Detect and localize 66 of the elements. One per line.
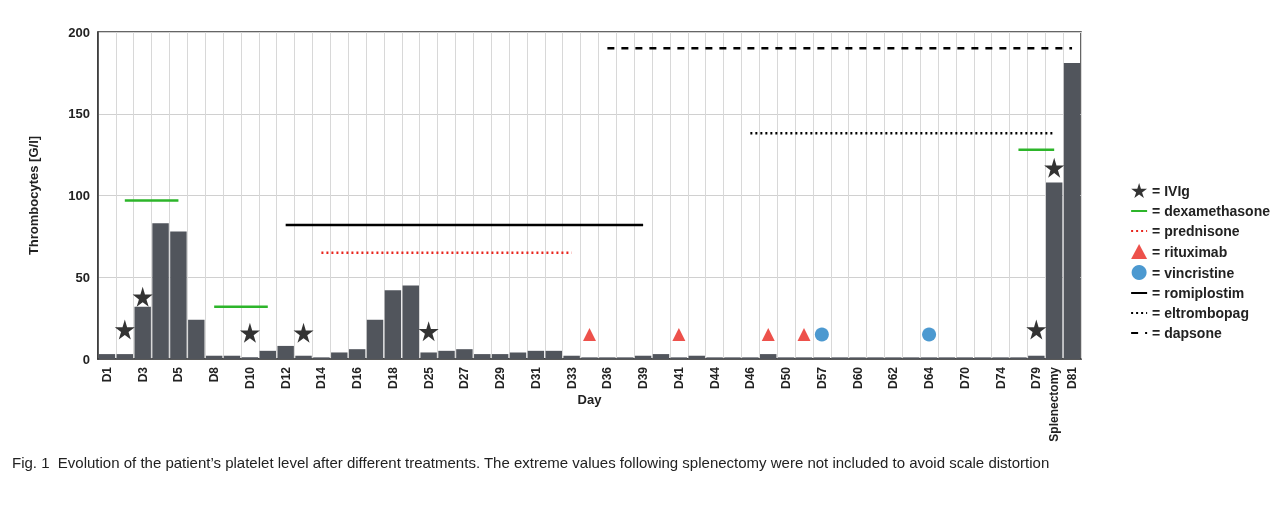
point bbox=[114, 319, 135, 340]
bar bbox=[98, 354, 116, 359]
legend-label: = vincristine bbox=[1152, 264, 1235, 281]
bar bbox=[652, 354, 670, 359]
point bbox=[672, 327, 686, 341]
bar bbox=[527, 350, 545, 359]
bar bbox=[366, 319, 384, 359]
bar bbox=[509, 352, 527, 359]
x-axis-title: Day bbox=[577, 392, 603, 407]
bar bbox=[1063, 63, 1081, 359]
x-tick-label: D79 bbox=[1029, 366, 1044, 390]
x-tick-label: D25 bbox=[421, 366, 436, 390]
x-tick-label: D14 bbox=[314, 366, 329, 390]
x-tick-label: D1 bbox=[99, 366, 114, 383]
x-tick-label: D33 bbox=[564, 366, 579, 390]
x-tick-label: D81 bbox=[1065, 366, 1080, 390]
x-tick-label: D39 bbox=[636, 366, 651, 390]
y-tick-label: 200 bbox=[68, 24, 90, 40]
bar bbox=[384, 290, 402, 359]
y-tick-label: 100 bbox=[68, 188, 90, 203]
x-tick-label: D29 bbox=[493, 366, 508, 390]
point bbox=[761, 327, 775, 341]
x-tick-label: D62 bbox=[886, 366, 901, 390]
x-tick-label: D3 bbox=[135, 366, 150, 383]
point bbox=[814, 327, 829, 342]
legend-label: = IVIg bbox=[1152, 182, 1190, 199]
caption: Fig. 1 Evolution of the patient’s platelet level after different treatments. The extreme values following splenectomy were not included to avoid scale distortion bbox=[12, 454, 1050, 471]
x-tick-label: D64 bbox=[922, 366, 937, 390]
point bbox=[583, 327, 596, 341]
point bbox=[797, 327, 811, 341]
legend-label: = rituximab bbox=[1152, 243, 1228, 260]
x-tick-label: D36 bbox=[600, 366, 615, 390]
bar bbox=[491, 354, 509, 359]
x-tick-label: D5 bbox=[171, 366, 186, 383]
point bbox=[1044, 157, 1065, 178]
x-tick-label: D8 bbox=[207, 366, 222, 383]
x-tick-label: D74 bbox=[993, 366, 1008, 390]
point bbox=[1026, 319, 1047, 340]
x-tick-label: D27 bbox=[457, 366, 472, 390]
x-tick-label: D44 bbox=[707, 366, 722, 390]
y-axis-title: Thrombocytes [G/l] bbox=[26, 135, 41, 256]
x-tick-label: D10 bbox=[242, 366, 257, 390]
x-tick-label: D57 bbox=[814, 366, 829, 390]
x-tick-label: D41 bbox=[671, 366, 686, 390]
point bbox=[418, 321, 439, 342]
y-tick-label: 0 bbox=[82, 351, 90, 367]
x-tick-label: D60 bbox=[850, 366, 865, 390]
x-tick-label: Splenectomy bbox=[1047, 366, 1062, 442]
legend-label: = romiplostim bbox=[1152, 285, 1245, 301]
x-tick-label: D18 bbox=[385, 366, 400, 390]
x-tick-label: D31 bbox=[528, 366, 543, 390]
x-tick-label: D70 bbox=[957, 366, 972, 390]
x-tick-label: D46 bbox=[743, 366, 758, 390]
legend-label: = dexamethasone bbox=[1152, 203, 1271, 219]
legend-label: = eltrombopag bbox=[1152, 305, 1249, 321]
legend-label: = prednisone bbox=[1152, 223, 1240, 239]
legend-label: = dapsone bbox=[1152, 325, 1222, 341]
point bbox=[293, 322, 314, 343]
x-tick-label: D16 bbox=[350, 366, 365, 390]
x-tick-label: D12 bbox=[278, 366, 293, 390]
x-tick-label: D50 bbox=[779, 366, 794, 390]
y-tick-label: 50 bbox=[75, 269, 90, 285]
y-tick-label: 150 bbox=[68, 106, 90, 122]
point bbox=[132, 286, 153, 307]
point bbox=[239, 322, 260, 343]
point bbox=[922, 327, 937, 342]
